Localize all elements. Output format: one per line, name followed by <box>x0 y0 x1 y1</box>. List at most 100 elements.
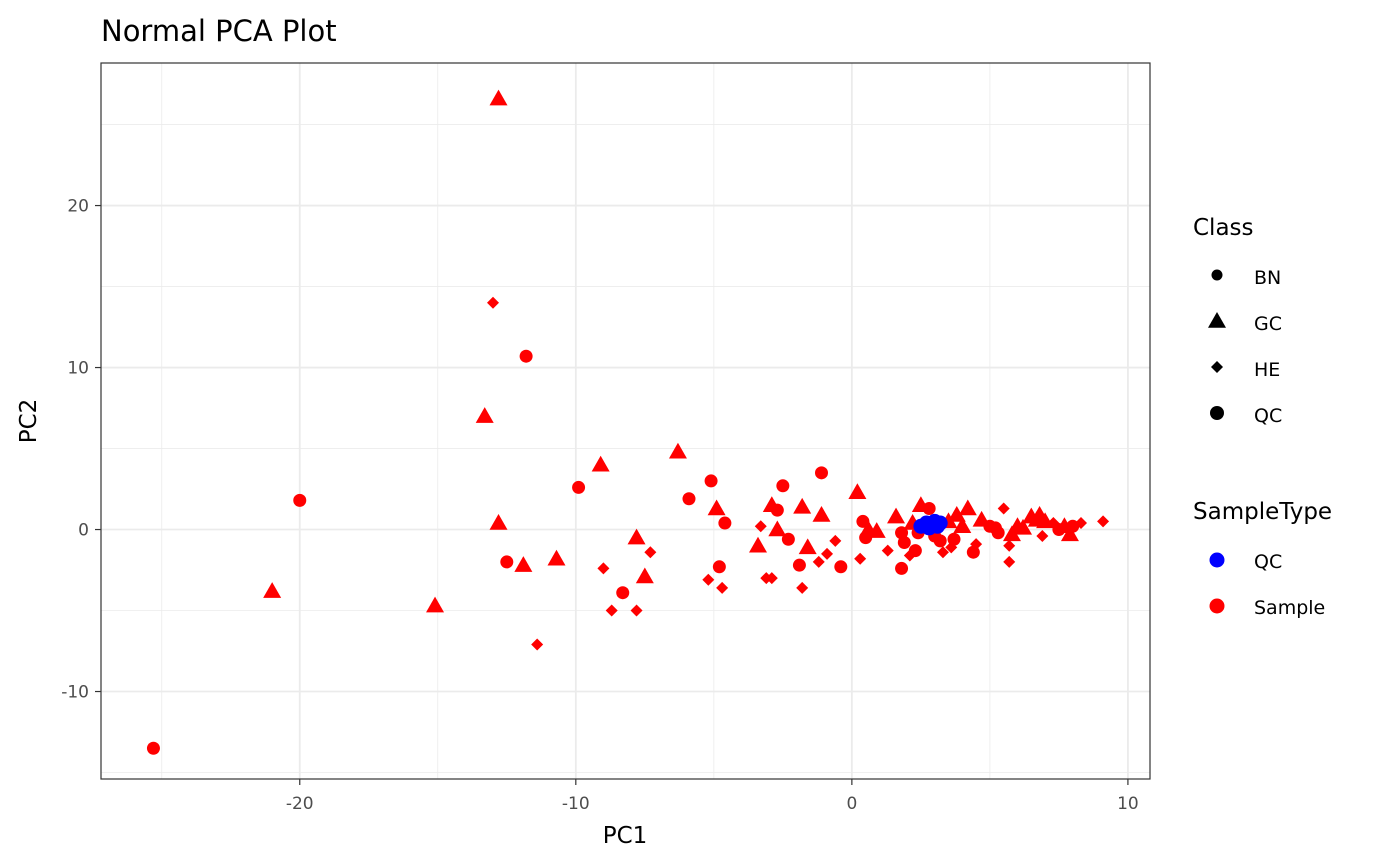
data-point-gc <box>953 517 972 534</box>
legend-label-sample: Sample <box>1254 597 1325 619</box>
data-point-gc <box>514 556 533 572</box>
legend-label-qc: QC <box>1254 551 1282 573</box>
data-point-bn <box>616 586 630 600</box>
data-point-gc <box>668 442 687 459</box>
data-point-he <box>1097 515 1110 528</box>
data-point-qc <box>932 515 948 531</box>
legend-key-qc <box>1210 406 1224 420</box>
data-point-he <box>796 581 809 594</box>
plot-border <box>100 62 1151 780</box>
data-point-gc <box>627 528 646 545</box>
data-point-bn <box>572 480 586 494</box>
data-point-he <box>997 502 1010 515</box>
data-point-he <box>644 546 657 559</box>
y-axis-title: PC2 <box>16 399 42 444</box>
data-point-he <box>812 555 825 568</box>
x-tick-label: -10 <box>562 794 590 814</box>
data-point-gc <box>848 483 867 500</box>
data-point-gc <box>947 505 966 522</box>
data-point-he <box>1036 530 1049 543</box>
grid-major <box>101 63 1150 779</box>
data-point-gc <box>812 505 831 522</box>
legend-class: Class BN GC HE QC <box>1193 215 1282 427</box>
data-point-he <box>531 638 544 651</box>
data-point-he <box>1074 517 1087 530</box>
data-point-gc <box>768 520 787 537</box>
legend-key-gc <box>1208 312 1226 328</box>
data-point-gc <box>1014 518 1033 535</box>
data-point-gc <box>426 596 445 613</box>
data-point-bn <box>947 532 961 546</box>
data-point-gc <box>867 522 886 538</box>
y-tick-label: 10 <box>67 359 89 379</box>
data-point-bn <box>770 503 784 517</box>
data-point-bn <box>895 561 909 575</box>
data-point-bn <box>293 493 307 507</box>
data-point-bn <box>718 516 732 530</box>
legend-label-qc: QC <box>1254 405 1282 427</box>
legend-label-he: HE <box>1254 359 1280 381</box>
data-point-he <box>605 604 618 617</box>
data-point-bn <box>500 555 514 569</box>
data-point-gc <box>958 499 977 516</box>
data-point-he <box>1003 539 1016 552</box>
legend-key-bn <box>1211 269 1223 281</box>
data-point-bn <box>897 535 911 549</box>
data-point-he <box>754 520 767 533</box>
data-point-he <box>1003 555 1016 568</box>
data-point-he <box>702 573 715 586</box>
chart-title: Normal PCA Plot <box>101 14 337 48</box>
legend-label-gc: GC <box>1254 313 1282 335</box>
data-point-bn <box>682 492 696 506</box>
data-point-gc <box>591 455 610 472</box>
data-point-gc <box>489 89 508 106</box>
y-tick-label: 20 <box>67 197 89 217</box>
data-point-gc <box>489 514 508 530</box>
data-point-bn <box>776 479 790 493</box>
plot-panel <box>101 63 1150 779</box>
legend-key-qc <box>1209 552 1225 568</box>
data-point-gc <box>798 538 817 555</box>
grid-minor <box>101 63 1150 779</box>
legend-class-title: Class <box>1193 215 1254 241</box>
data-point-he <box>597 562 610 575</box>
data-point-bn <box>519 349 533 363</box>
legend-sampletype-title: SampleType <box>1193 499 1332 525</box>
data-point-bn <box>922 501 936 515</box>
x-axis: -20 -10 0 10 <box>286 779 1139 814</box>
data-point-gc <box>793 497 812 514</box>
y-tick-label: 0 <box>78 521 89 541</box>
x-tick-label: -20 <box>286 794 314 814</box>
legend-key-he <box>1211 361 1223 373</box>
y-axis: -10 0 10 20 <box>61 197 101 703</box>
data-point-gc <box>707 499 726 516</box>
data-point-gc <box>547 549 566 566</box>
data-point-gc <box>1060 525 1079 542</box>
data-point-he <box>486 296 499 309</box>
x-axis-title: PC1 <box>603 823 648 849</box>
data-point-gc <box>749 536 768 553</box>
data-point-he <box>854 552 867 565</box>
x-tick-label: 0 <box>846 794 857 814</box>
legend-sampletype: SampleType QC Sample <box>1193 499 1332 619</box>
y-tick-label: -10 <box>61 683 89 703</box>
x-tick-label: 10 <box>1117 794 1139 814</box>
data-point-bn <box>704 474 718 488</box>
data-point-he <box>936 546 949 559</box>
legend-label-bn: BN <box>1254 267 1281 289</box>
data-point-bn <box>834 560 848 574</box>
data-point-gc <box>887 507 906 524</box>
data-point-he <box>765 572 778 585</box>
data-point-gc <box>635 567 654 584</box>
legend-key-sample <box>1209 598 1225 614</box>
data-point-bn <box>991 526 1005 540</box>
data-point-he <box>881 544 894 557</box>
data-point-bn <box>908 544 922 558</box>
data-point-gc <box>475 407 494 423</box>
data-point-he <box>716 581 729 594</box>
data-point-he <box>970 538 983 551</box>
data-point-gc <box>263 582 282 598</box>
data-point-he <box>630 604 643 617</box>
data-point-bn <box>146 741 160 755</box>
